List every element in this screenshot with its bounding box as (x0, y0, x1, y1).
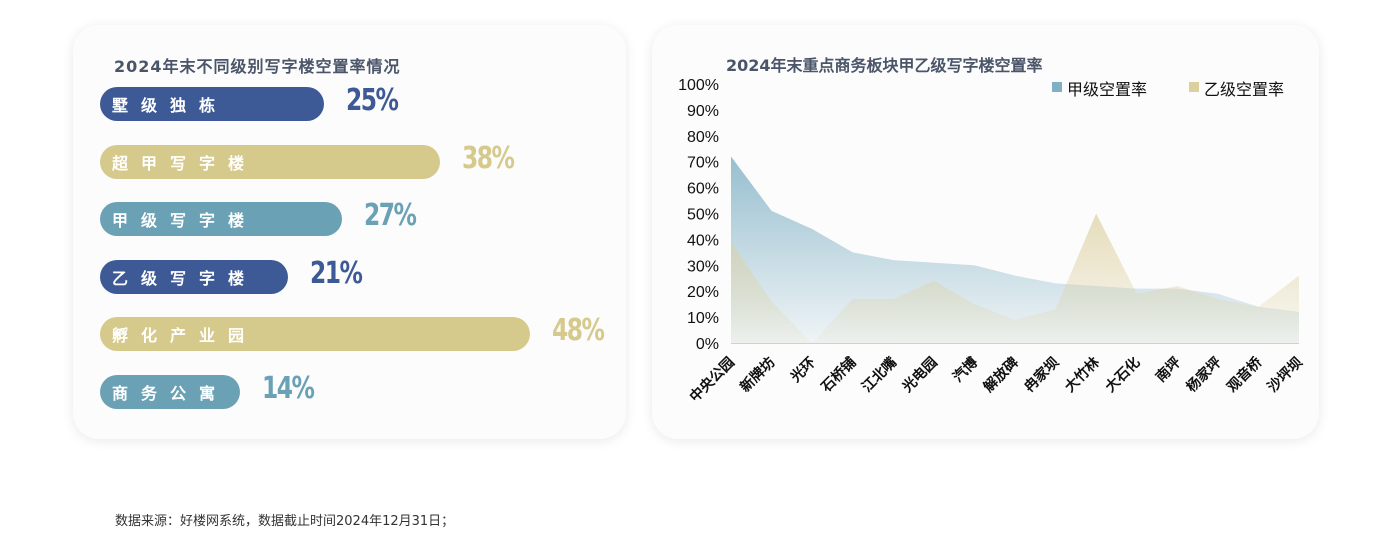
x-tick-label: 解放碑 (980, 354, 1022, 396)
x-tick-label: 杨家坪 (1183, 354, 1225, 396)
legend-label: 甲级空置率 (1067, 80, 1147, 99)
y-tick-label: 10% (687, 310, 719, 327)
vacancy-by-grade-card: 2024年末不同级别写字楼空置率情况 墅级独栋 25% 超甲写字楼 38% 甲级写字楼 2… (73, 25, 626, 439)
y-tick-label: 70% (687, 155, 719, 172)
bar-value-label: 21% (310, 255, 363, 291)
x-tick-label: 大石化 (1102, 354, 1144, 396)
legend-swatch (1052, 82, 1062, 92)
legend-swatch (1189, 82, 1199, 92)
bar: 甲级写字楼 (100, 202, 342, 237)
bar-label: 墅级独栋 (112, 96, 229, 115)
bar-value-label: 27% (363, 198, 417, 234)
bar-label: 超甲写字楼 (112, 153, 258, 173)
source-note: 数据来源：好楼网系统，数据截止时间2024年12月31日； (115, 514, 455, 529)
bar-label: 甲级写字楼 (112, 211, 258, 231)
area-chart: 0% 10% 20% 30% 40% 50% 60% 70% 80% 90% 100% 中央公园 新牌坊… (678, 77, 1306, 406)
x-tick-label: 沙坪坝 (1265, 355, 1306, 396)
bar: 乙级写字楼 (100, 259, 289, 294)
bar-value-label: 38% (462, 140, 515, 176)
x-tick-label: 光电园 (898, 354, 940, 396)
series-area (731, 213, 1299, 343)
bar: 墅级独栋 (100, 87, 324, 121)
x-tick-label: 观音桥 (1224, 353, 1266, 395)
y-tick-label: 40% (687, 232, 719, 249)
bar: 孵化产业园 (100, 317, 530, 352)
legend-label: 乙级空置率 (1204, 80, 1284, 99)
x-tick-label: 江北嘴 (858, 354, 900, 396)
bar: 商务公寓 (100, 375, 240, 409)
bar-value-label: 25% (345, 83, 399, 118)
left-chart-title: 2024年末不同级别写字楼空置率情况 (114, 57, 401, 76)
x-tick-label: 南坪 (1152, 354, 1184, 386)
y-tick-label: 20% (687, 284, 719, 301)
x-tick-label: 石桥铺 (817, 354, 859, 396)
bar-label: 孵化产业园 (112, 326, 258, 346)
bar: 超甲写字楼 (100, 144, 441, 179)
y-tick-label: 30% (687, 258, 719, 275)
y-tick-label: 60% (687, 181, 719, 198)
y-tick-label: 0% (696, 336, 719, 353)
y-tick-label: 50% (687, 207, 719, 224)
x-tick-label: 光环 (786, 354, 819, 387)
x-tick-label: 大竹林 (1061, 354, 1103, 396)
bar-value-label: 48% (552, 313, 605, 349)
x-tick-label: 冉家坝 (1021, 354, 1063, 396)
x-tick-label: 汽博 (949, 354, 981, 386)
y-tick-label: 100% (678, 77, 719, 94)
bar-label: 商务公寓 (112, 384, 229, 403)
y-tick-label: 90% (687, 103, 719, 120)
district-vacancy-card: 2024年末重点商务板块甲乙级写字楼空置率 0% 10% 20% 30% 40% 50% 6… (652, 25, 1319, 439)
bar-label: 乙级写字楼 (112, 268, 258, 288)
y-tick-label: 80% (687, 129, 719, 146)
x-tick-label: 新牌坊 (737, 354, 779, 396)
right-chart-title: 2024年末重点商务板块甲乙级写字楼空置率 (726, 56, 1043, 75)
bar-value-label: 14% (262, 371, 315, 406)
x-tick-label: 中央公园 (686, 354, 738, 406)
